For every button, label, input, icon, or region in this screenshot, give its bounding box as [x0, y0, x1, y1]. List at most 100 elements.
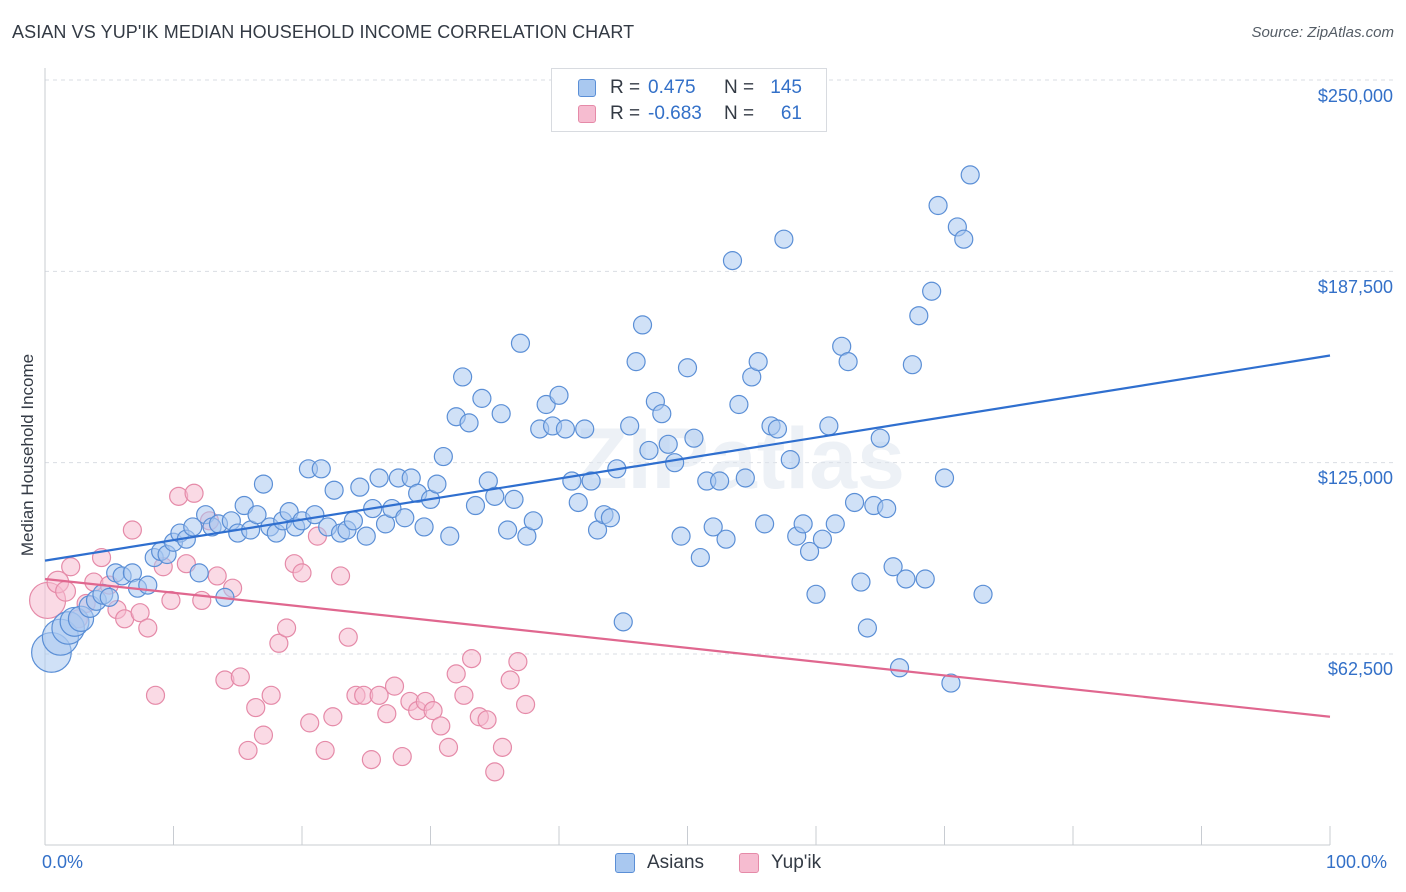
asians-point [780, 450, 800, 470]
yupik-point [462, 648, 482, 669]
asians-point [485, 486, 505, 506]
legend-item-asians[interactable]: Asians [615, 852, 704, 874]
asians-point [902, 355, 922, 375]
asians-point [652, 404, 672, 424]
asians-point [639, 440, 659, 461]
asians-point [343, 511, 363, 531]
yupik-point [438, 737, 459, 757]
chart-title: ASIAN VS YUP'IK MEDIAN HOUSEHOLD INCOME … [12, 22, 635, 42]
asians-point [883, 557, 903, 577]
legend-label-yupik: Yup'ik [771, 852, 822, 873]
yupik-point [122, 520, 142, 540]
legend-item-yupik[interactable]: Yup'ik [739, 852, 821, 874]
asians-point [626, 352, 646, 372]
yupik-point [246, 697, 266, 718]
legend-r-label: R = [610, 103, 641, 124]
yupik-point [369, 685, 389, 705]
asians-point [729, 394, 749, 415]
asians-point [896, 569, 916, 589]
asians-point [395, 508, 415, 528]
asians-point [928, 195, 948, 216]
asians-point [311, 459, 331, 479]
asians-point [433, 446, 453, 467]
yupik-point [130, 603, 150, 623]
asians-point [555, 419, 576, 439]
x-tick-label-max: 100.0% [1326, 852, 1388, 872]
asians-point [774, 229, 794, 249]
asians-point [793, 514, 813, 534]
x-tick-label-min: 0.0% [42, 852, 84, 872]
asians-point [877, 498, 897, 519]
yupik-point [269, 633, 289, 653]
asians-point [748, 352, 768, 372]
yupik-point [253, 725, 274, 745]
yupik-point [207, 566, 227, 586]
correlation-legend: R = 0.475 N = 145 R = -0.683 N = 61 [551, 68, 827, 132]
asians-point [825, 514, 845, 534]
legend-r-label: R = [610, 77, 641, 98]
y-tick-label-125000: $125,000 [1317, 468, 1393, 488]
asians-point [922, 281, 942, 301]
legend-row-yupik: R = -0.683 N = 61 [552, 101, 802, 127]
asians-point [504, 489, 524, 510]
yupik-point [384, 676, 405, 696]
yupik-point [238, 740, 258, 761]
asians-point [915, 569, 935, 589]
asians-point [247, 505, 267, 525]
yupik-point [315, 740, 335, 761]
legend-swatch-asians [615, 853, 635, 873]
asians-point [498, 520, 518, 540]
asians-point [465, 495, 486, 516]
yupik-point [485, 762, 505, 782]
yupik-point [377, 704, 397, 724]
legend-n-value: 145 [770, 77, 802, 98]
asians-point [941, 673, 961, 693]
asians-point [677, 358, 698, 378]
yupik-point [446, 664, 466, 684]
legend-n-label: N = [724, 77, 755, 98]
yupik-point [61, 557, 81, 577]
yupik-point [500, 670, 520, 690]
yupik-point [145, 685, 166, 705]
yupik-point [330, 566, 351, 586]
asians-point [812, 529, 833, 549]
asians-point [632, 315, 653, 335]
legend-r-value: -0.683 [648, 103, 702, 124]
asians-point [568, 492, 588, 513]
axes [44, 68, 1331, 846]
asians-point [600, 508, 621, 528]
yupik-point [515, 694, 536, 715]
legend-r-value: 0.475 [648, 77, 696, 98]
y-tick-label-187500: $187,500 [1317, 277, 1393, 297]
yupik-point [454, 685, 474, 705]
asians-point [658, 434, 678, 454]
asians-point [613, 612, 633, 632]
yupik-point [423, 701, 443, 721]
yupik-point [261, 685, 281, 705]
asians-point [414, 517, 434, 537]
yupik-point [184, 483, 204, 503]
yupik-point [138, 618, 158, 638]
asians-point [440, 526, 460, 546]
asians-point [973, 584, 993, 604]
yupik-point [392, 746, 412, 767]
asians-point [671, 526, 691, 546]
asians-point [722, 251, 743, 271]
asians-point [581, 471, 601, 491]
legend-n-value: 61 [780, 103, 802, 124]
asians-point [870, 428, 890, 448]
asians-point [819, 416, 839, 436]
asians-point [754, 514, 775, 534]
asians-point [806, 584, 826, 604]
asians-point [99, 587, 119, 607]
yupik-point [215, 670, 235, 690]
yupik-point [230, 667, 250, 687]
y-tick-label-62500: $62,500 [1327, 659, 1393, 679]
trend-lines [44, 354, 1331, 718]
yupik-point [431, 716, 451, 736]
asians-point [472, 388, 492, 408]
asians-point [575, 419, 595, 439]
asians-point [491, 404, 511, 424]
legend-label-asians: Asians [647, 852, 705, 873]
